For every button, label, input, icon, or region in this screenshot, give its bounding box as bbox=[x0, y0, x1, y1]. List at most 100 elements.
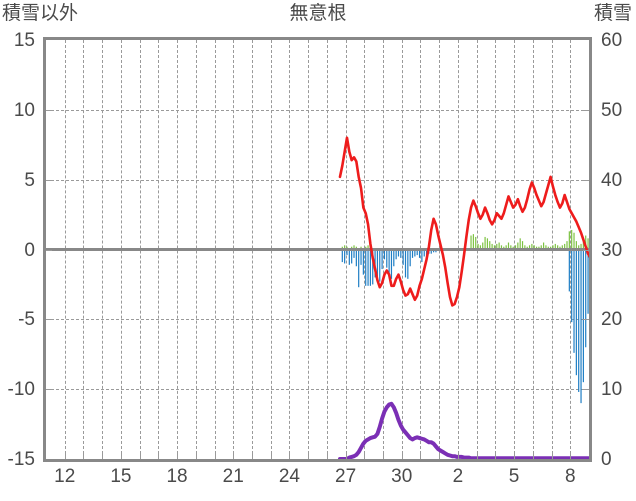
bar bbox=[557, 245, 559, 250]
bar bbox=[587, 249, 589, 314]
bar bbox=[585, 235, 587, 250]
bar bbox=[395, 249, 397, 260]
bar bbox=[505, 245, 507, 250]
bar bbox=[571, 229, 573, 250]
bar bbox=[355, 249, 357, 267]
bar bbox=[470, 235, 472, 250]
bars_negative_blue bbox=[341, 249, 589, 404]
x-tick-mark bbox=[289, 454, 291, 459]
y-tick-mark-left bbox=[46, 249, 52, 251]
y-axis-left-tick-label: -5 bbox=[18, 309, 35, 331]
x-tick-mark bbox=[401, 454, 403, 459]
bar bbox=[423, 249, 425, 257]
bar bbox=[351, 249, 353, 264]
y-tick-mark-left bbox=[46, 389, 52, 391]
bar bbox=[482, 242, 484, 250]
x-tick-mark bbox=[383, 454, 385, 459]
x-tick-mark bbox=[308, 454, 310, 459]
x-tick-mark bbox=[439, 454, 441, 459]
bar bbox=[381, 249, 383, 270]
bar bbox=[542, 242, 545, 250]
plot-inner bbox=[46, 40, 589, 459]
x-tick-mark bbox=[551, 454, 553, 459]
bar bbox=[362, 249, 364, 275]
horizontal-gridline bbox=[46, 389, 589, 391]
bar bbox=[353, 249, 355, 258]
bar bbox=[372, 249, 374, 285]
bar bbox=[561, 245, 563, 250]
bar bbox=[421, 249, 423, 263]
bar bbox=[383, 249, 386, 260]
bar bbox=[528, 245, 531, 250]
x-tick-mark bbox=[177, 454, 179, 459]
x-tick-mark bbox=[326, 454, 328, 459]
bar bbox=[521, 241, 524, 250]
y-axis-left-tick-label: -10 bbox=[7, 379, 35, 401]
line-series-layer bbox=[337, 136, 589, 459]
bar bbox=[491, 243, 493, 250]
y-axis-left-tick-label: 5 bbox=[24, 169, 35, 191]
bar bbox=[411, 249, 414, 258]
y-axis-right-tick-label: 50 bbox=[601, 99, 623, 121]
y-axis-left-tick-label: 15 bbox=[13, 30, 35, 51]
bar bbox=[575, 241, 577, 250]
bar bbox=[582, 249, 584, 383]
bar bbox=[566, 241, 568, 250]
y-axis-right-tick-label: 0 bbox=[601, 449, 612, 470]
bar bbox=[369, 249, 371, 286]
bar bbox=[524, 245, 526, 250]
x-axis-tick-label: 30 bbox=[391, 466, 413, 487]
bar bbox=[472, 234, 474, 250]
bar bbox=[376, 249, 379, 281]
bar bbox=[580, 249, 582, 404]
y-axis-right-tick-label: 10 bbox=[601, 379, 623, 401]
bar bbox=[585, 249, 587, 348]
bar bbox=[477, 243, 479, 250]
horizontal-gridline bbox=[46, 109, 589, 111]
bar bbox=[360, 249, 362, 265]
bar bbox=[348, 249, 350, 265]
x-tick-mark bbox=[476, 454, 478, 459]
x-axis-tick-label: 27 bbox=[335, 466, 357, 487]
y-tick-mark-left bbox=[46, 319, 52, 321]
bar bbox=[475, 236, 477, 250]
bar bbox=[393, 249, 395, 267]
x-tick-mark bbox=[514, 454, 516, 459]
bar bbox=[500, 245, 503, 250]
zero-axis-line bbox=[46, 248, 589, 251]
bar bbox=[402, 249, 404, 265]
bar bbox=[571, 249, 573, 323]
y-tick-mark-right bbox=[583, 319, 589, 321]
bar bbox=[484, 236, 486, 250]
bar bbox=[514, 245, 517, 250]
x-axis-tick-label: 5 bbox=[508, 466, 520, 487]
y-tick-mark-left bbox=[46, 109, 52, 111]
y-tick-mark-right bbox=[583, 179, 589, 181]
bar bbox=[416, 249, 418, 256]
bar bbox=[386, 249, 388, 268]
bar bbox=[587, 238, 589, 250]
y-tick-mark-right bbox=[583, 109, 589, 111]
bar bbox=[580, 243, 582, 250]
x-tick-mark bbox=[83, 454, 85, 459]
bar bbox=[379, 249, 381, 282]
bar bbox=[486, 238, 489, 250]
bar bbox=[358, 249, 360, 288]
bar bbox=[418, 249, 421, 258]
x-tick-mark bbox=[139, 454, 141, 459]
x-tick-mark bbox=[251, 454, 253, 459]
x-tick-mark bbox=[233, 454, 235, 459]
plot-area bbox=[43, 37, 592, 462]
y-axis-left-tick-label: 10 bbox=[13, 99, 35, 121]
bar bbox=[552, 245, 554, 250]
y-axis-left-tick-label: 0 bbox=[24, 239, 35, 261]
x-axis-tick-label: 12 bbox=[54, 466, 76, 487]
horizontal-gridline bbox=[46, 319, 589, 321]
x-tick-mark bbox=[420, 454, 422, 459]
bar bbox=[564, 243, 566, 250]
bar bbox=[397, 249, 400, 257]
bar bbox=[578, 249, 580, 392]
bar bbox=[517, 242, 519, 250]
bar bbox=[390, 249, 393, 279]
